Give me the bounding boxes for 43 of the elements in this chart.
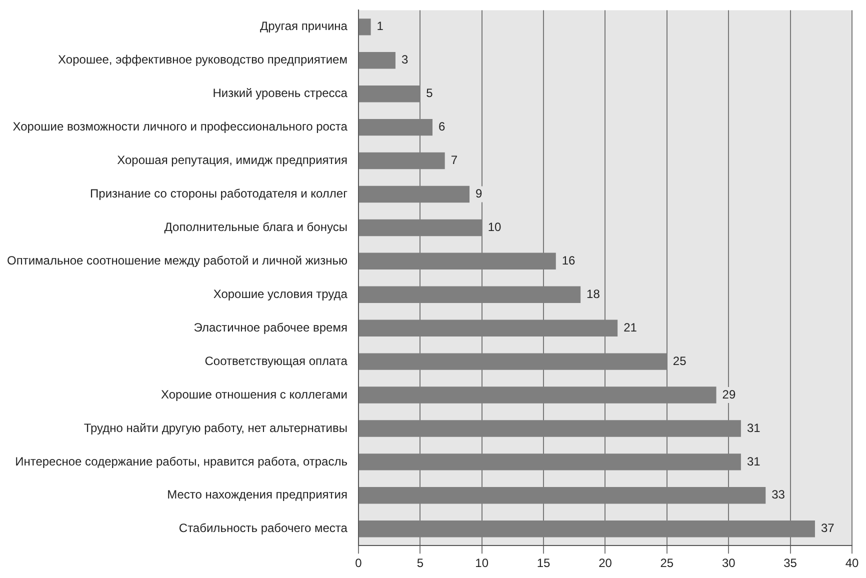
y-tick-label: Хорошие условия труда — [213, 286, 348, 301]
bar — [358, 18, 371, 36]
y-tick-label: Стабильность рабочего места — [178, 521, 348, 536]
y-tick-label: Другая причина — [260, 19, 348, 34]
x-tick-label: 30 — [722, 556, 736, 570]
x-tick-label: 0 — [355, 556, 362, 570]
y-tick-label: Интересное содержание работы, нравится работа, отрасль — [15, 454, 348, 468]
y-tick-label: Соответствующая оплата — [204, 354, 348, 368]
data-label: 18 — [586, 286, 600, 301]
data-label: 10 — [488, 220, 502, 234]
y-tick-label: Эластичное рабочее время — [194, 320, 348, 334]
x-tick-label: 40 — [845, 556, 859, 570]
y-tick-label: Место нахождения предприятия — [167, 488, 348, 502]
x-tick-label: 35 — [784, 556, 798, 570]
x-tick-label: 20 — [598, 556, 612, 570]
y-tick-label: Дополнительные блага и бонусы — [164, 220, 348, 234]
data-label: 3 — [401, 52, 408, 67]
data-label: 37 — [820, 521, 835, 536]
y-tick-label: Хорошая репутация, имидж предприятия — [117, 153, 348, 168]
y-tick-label: Низкий уровень стресса — [212, 86, 348, 100]
data-label: 31 — [746, 454, 761, 468]
y-tick-label: Хорошие возможности личного и профессионального роста — [12, 120, 348, 134]
data-label: 29 — [722, 387, 736, 402]
data-label: 7 — [450, 153, 458, 168]
x-tick-label: 25 — [660, 556, 674, 570]
y-tick-label: Оптимальное соотношение между работой и личной жизнью — [6, 253, 348, 268]
data-label: 6 — [438, 120, 446, 134]
y-tick-label: Признание со стороны работодателя и коллег — [90, 186, 348, 201]
data-label: 31 — [746, 420, 761, 435]
y-tick-label: Хорошие отношения с коллегами — [161, 387, 348, 402]
x-tick-label: 5 — [416, 556, 424, 570]
bar — [358, 52, 396, 69]
x-tick-label: 15 — [536, 556, 551, 570]
data-label: 21 — [624, 320, 638, 334]
data-label: 16 — [562, 253, 576, 268]
data-label: 33 — [772, 488, 786, 502]
y-tick-label: Трудно найти другую работу, нет альтернативы — [84, 420, 348, 435]
data-label: 1 — [376, 19, 384, 34]
data-label: 25 — [672, 354, 687, 368]
x-tick-label: 10 — [475, 556, 489, 570]
data-label: 5 — [426, 86, 434, 100]
data-label: 9 — [476, 186, 483, 201]
y-tick-label: Хорошее, эффективное руководство предприятием — [58, 52, 348, 67]
